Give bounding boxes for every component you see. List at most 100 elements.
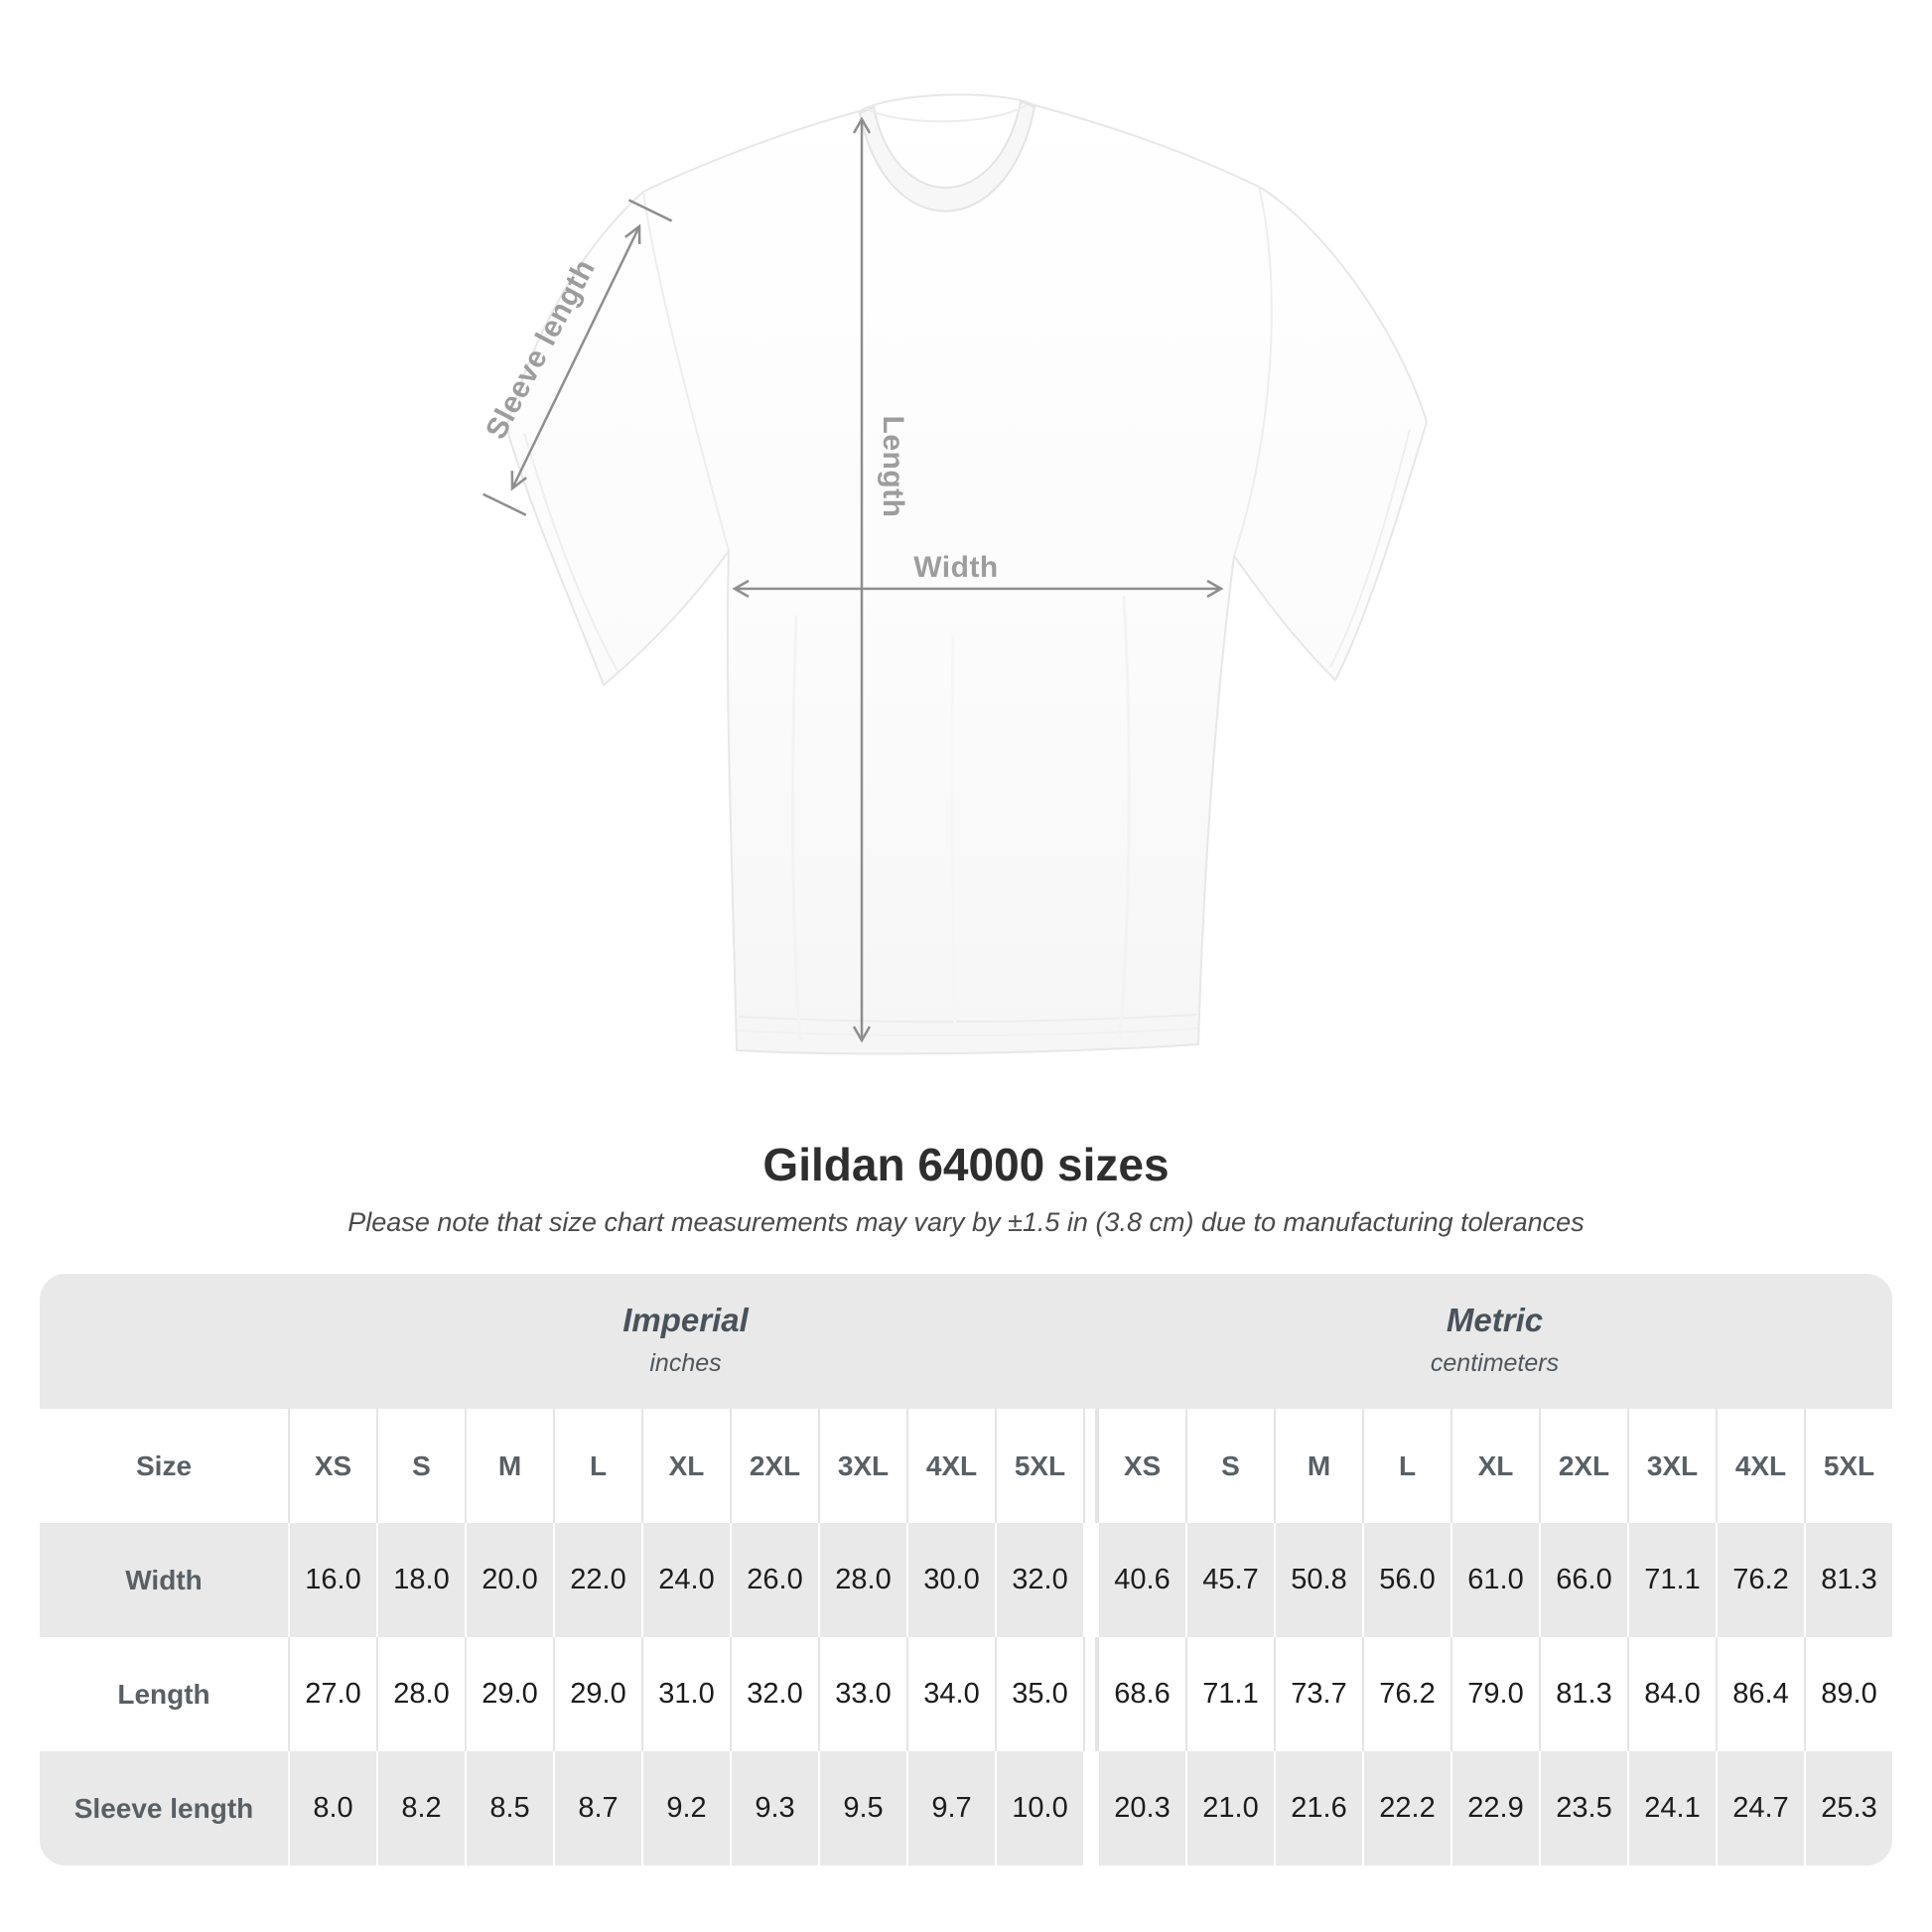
tshirt-measurement-diagram: Sleeve length Length Width xyxy=(480,93,1429,1055)
length-row: Length 27.0 28.0 29.0 29.0 31.0 32.0 33.0 34.0 35… xyxy=(40,1637,1892,1751)
imperial-unit-label: inches xyxy=(649,1349,722,1377)
imperial-value-cell: 8.5 xyxy=(465,1751,553,1865)
unit-divider xyxy=(1083,1523,1097,1637)
length-label: Length xyxy=(877,415,909,518)
width-arrow xyxy=(732,579,1224,599)
imperial-value-cell: 10.0 xyxy=(995,1751,1083,1865)
page-title: Gildan 64000 sizes xyxy=(762,1139,1170,1190)
tolerance-note: Please note that size chart measurements… xyxy=(347,1207,1585,1237)
unit-divider xyxy=(1083,1751,1097,1865)
unit-header-row: Imperial inches Metric centimeters xyxy=(40,1274,1892,1409)
imperial-value-cell: 34.0 xyxy=(906,1637,995,1751)
metric-value-cell: 22.2 xyxy=(1362,1751,1450,1865)
tshirt-body xyxy=(504,93,1429,1055)
unit-header-spacer xyxy=(40,1274,288,1409)
metric-value-cell: 24.7 xyxy=(1716,1751,1804,1865)
metric-value-cell: 24.1 xyxy=(1627,1751,1716,1865)
metric-value-cell: 23.5 xyxy=(1539,1751,1627,1865)
size-col-imperial-5xl: 5XL xyxy=(995,1409,1083,1523)
imperial-value-cell: 20.0 xyxy=(465,1523,553,1637)
back-collar-line xyxy=(867,104,1028,123)
hem-stitch-2 xyxy=(737,1028,1198,1037)
metric-value-cell: 50.8 xyxy=(1274,1523,1362,1637)
imperial-value-cell: 9.2 xyxy=(641,1751,730,1865)
size-col-imperial-l: L xyxy=(553,1409,641,1523)
measurement-row-label: Sleeve length xyxy=(73,1792,254,1824)
length-arrow xyxy=(852,116,872,1043)
imperial-value-cell: 31.0 xyxy=(641,1637,730,1751)
metric-value-cell: 40.6 xyxy=(1097,1523,1185,1637)
imperial-value-cell: 24.0 xyxy=(641,1523,730,1637)
metric-value-cell: 71.1 xyxy=(1185,1637,1274,1751)
imperial-value-cell: 16.0 xyxy=(288,1523,376,1637)
imperial-header-group: Imperial inches xyxy=(288,1274,1083,1409)
metric-value-cell: 66.0 xyxy=(1539,1523,1627,1637)
imperial-value-cell: 28.0 xyxy=(376,1637,465,1751)
metric-value-cell: 79.0 xyxy=(1450,1637,1539,1751)
metric-value-cell: 20.3 xyxy=(1097,1751,1185,1865)
metric-value-cell: 71.1 xyxy=(1627,1523,1716,1637)
imperial-value-cell: 8.7 xyxy=(553,1751,641,1865)
size-col-metric-5xl: 5XL xyxy=(1804,1409,1892,1523)
metric-value-cell: 73.7 xyxy=(1274,1637,1362,1751)
unit-divider xyxy=(1083,1409,1097,1523)
metric-value-cell: 81.3 xyxy=(1804,1523,1892,1637)
metric-value-cell: 45.7 xyxy=(1185,1523,1274,1637)
metric-value-cell: 86.4 xyxy=(1716,1637,1804,1751)
sleeve-length-arrow xyxy=(483,199,673,516)
left-armhole-seam xyxy=(642,191,730,552)
size-col-imperial-2xl: 2XL xyxy=(730,1409,818,1523)
imperial-value-cell: 32.0 xyxy=(995,1523,1083,1637)
size-col-metric-l: L xyxy=(1362,1409,1450,1523)
size-col-imperial-s: S xyxy=(376,1409,465,1523)
imperial-value-cell: 28.0 xyxy=(818,1523,906,1637)
metric-value-cell: 76.2 xyxy=(1716,1523,1804,1637)
metric-value-cell: 81.3 xyxy=(1539,1637,1627,1751)
size-col-imperial-xs: XS xyxy=(288,1409,376,1523)
imperial-value-cell: 8.0 xyxy=(288,1751,376,1865)
size-col-imperial-4xl: 4XL xyxy=(906,1409,995,1523)
size-table: Imperial inches Metric centimeters Size … xyxy=(40,1274,1892,1865)
metric-header-group: Metric centimeters xyxy=(1097,1274,1892,1409)
size-col-metric-xl: XL xyxy=(1450,1409,1539,1523)
imperial-value-cell: 8.2 xyxy=(376,1751,465,1865)
fold-line xyxy=(791,615,802,1041)
metric-value-cell: 56.0 xyxy=(1362,1523,1450,1637)
size-col-metric-2xl: 2XL xyxy=(1539,1409,1627,1523)
unit-header-gap xyxy=(1083,1274,1097,1409)
imperial-value-cell: 30.0 xyxy=(906,1523,995,1637)
size-col-metric-s: S xyxy=(1185,1409,1274,1523)
size-col-metric-m: M xyxy=(1274,1409,1362,1523)
imperial-value-cell: 32.0 xyxy=(730,1637,818,1751)
imperial-value-cell: 18.0 xyxy=(376,1523,465,1637)
imperial-value-cell: 29.0 xyxy=(465,1637,553,1751)
measurement-row-label: Length xyxy=(117,1678,210,1710)
metric-value-cell: 21.6 xyxy=(1274,1751,1362,1865)
width-label: Width xyxy=(913,551,999,584)
imperial-value-cell: 27.0 xyxy=(288,1637,376,1751)
metric-value-cell: 68.6 xyxy=(1097,1637,1185,1751)
width-row: Width 16.0 18.0 20.0 22.0 24.0 26.0 28.0 30.0 32.… xyxy=(40,1523,1892,1637)
right-cuff-seam xyxy=(1329,428,1411,668)
imperial-value-cell: 22.0 xyxy=(553,1523,641,1637)
metric-value-cell: 84.0 xyxy=(1627,1637,1716,1751)
left-cuff-seam xyxy=(523,432,619,672)
imperial-value-cell: 35.0 xyxy=(995,1637,1083,1751)
hem-stitch xyxy=(738,1014,1197,1024)
measurement-row-label: Width xyxy=(125,1564,203,1595)
measurement-arrows xyxy=(483,116,1224,1043)
metric-value-cell: 89.0 xyxy=(1804,1637,1892,1751)
sleeve-arrow-tick-top xyxy=(627,199,673,222)
fold-line xyxy=(950,634,957,1034)
imperial-value-cell: 9.3 xyxy=(730,1751,818,1865)
imperial-value-cell: 26.0 xyxy=(730,1523,818,1637)
sleeve-length-row: Sleeve length 8.0 8.2 8.5 8.7 9.2 9.3 9.5 9.7 10.… xyxy=(40,1751,1892,1865)
imperial-label: Imperial xyxy=(622,1302,749,1338)
unit-divider xyxy=(1083,1637,1097,1751)
metric-unit-label: centimeters xyxy=(1430,1349,1560,1377)
imperial-value-cell: 29.0 xyxy=(553,1637,641,1751)
size-col-metric-xs: XS xyxy=(1097,1409,1185,1523)
imperial-value-cell: 9.7 xyxy=(906,1751,995,1865)
size-row-label: Size xyxy=(135,1449,193,1481)
